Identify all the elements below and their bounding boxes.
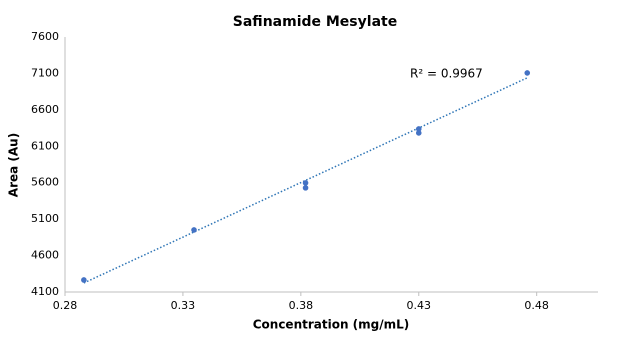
y-tick-label: 6600	[31, 103, 59, 116]
y-tick-label: 5100	[31, 212, 59, 225]
x-tick-label: 0.38	[289, 299, 314, 312]
y-tick-label: 5600	[31, 176, 59, 189]
chart-title: Safinamide Mesylate	[233, 14, 397, 30]
point	[415, 126, 422, 132]
point	[415, 130, 422, 136]
point	[302, 180, 309, 186]
y-tick-label: 4600	[31, 249, 59, 262]
x-tick-label: 0.43	[407, 299, 432, 312]
y-tick-label: 7600	[31, 30, 59, 43]
x-tick-label: 0.28	[53, 299, 78, 312]
x-tick-label: 0.48	[524, 299, 549, 312]
x-axis-label: Concentration (mg/mL)	[253, 318, 410, 332]
trendline	[83, 77, 528, 284]
point	[191, 227, 197, 233]
y-tick-label: 4100	[31, 285, 59, 298]
y-tick-label: 7100	[31, 66, 59, 79]
y-tick-label: 6100	[31, 139, 59, 152]
point	[81, 277, 87, 283]
point	[524, 70, 531, 76]
annotation: R² = 0.9967	[410, 67, 483, 81]
y-axis-label: Area (Au)	[7, 133, 21, 197]
point	[302, 185, 309, 191]
x-tick-label: 0.33	[171, 299, 196, 312]
